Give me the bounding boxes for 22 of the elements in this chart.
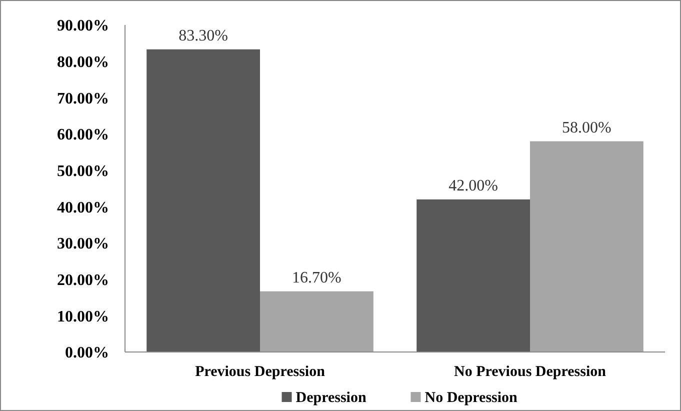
data-label: 58.00% — [562, 119, 612, 136]
bar — [260, 291, 374, 352]
data-label: 83.30% — [178, 27, 228, 44]
data-label: 42.00% — [448, 177, 498, 194]
x-tick-label: Previous Depression — [195, 364, 326, 380]
y-tick-label: 50.00% — [57, 162, 109, 180]
y-tick-label: 70.00% — [57, 90, 109, 108]
bar — [146, 49, 260, 352]
y-tick-label: 0.00% — [65, 344, 109, 362]
legend-label: No Depression — [424, 390, 518, 406]
y-tick-label: 30.00% — [57, 236, 109, 253]
bar — [530, 141, 644, 352]
y-tick-label: 60.00% — [57, 126, 109, 144]
x-tick-label: No Previous Depression — [454, 364, 607, 380]
y-tick-label: 90.00% — [57, 18, 109, 35]
y-tick-label: 80.00% — [57, 54, 109, 71]
y-tick-label: 40.00% — [57, 199, 109, 216]
legend-label: Depression — [296, 390, 367, 406]
y-tick-label: 20.00% — [57, 272, 109, 289]
data-label: 16.70% — [292, 269, 342, 286]
y-tick-label: 10.00% — [57, 308, 109, 326]
bar — [416, 199, 530, 352]
